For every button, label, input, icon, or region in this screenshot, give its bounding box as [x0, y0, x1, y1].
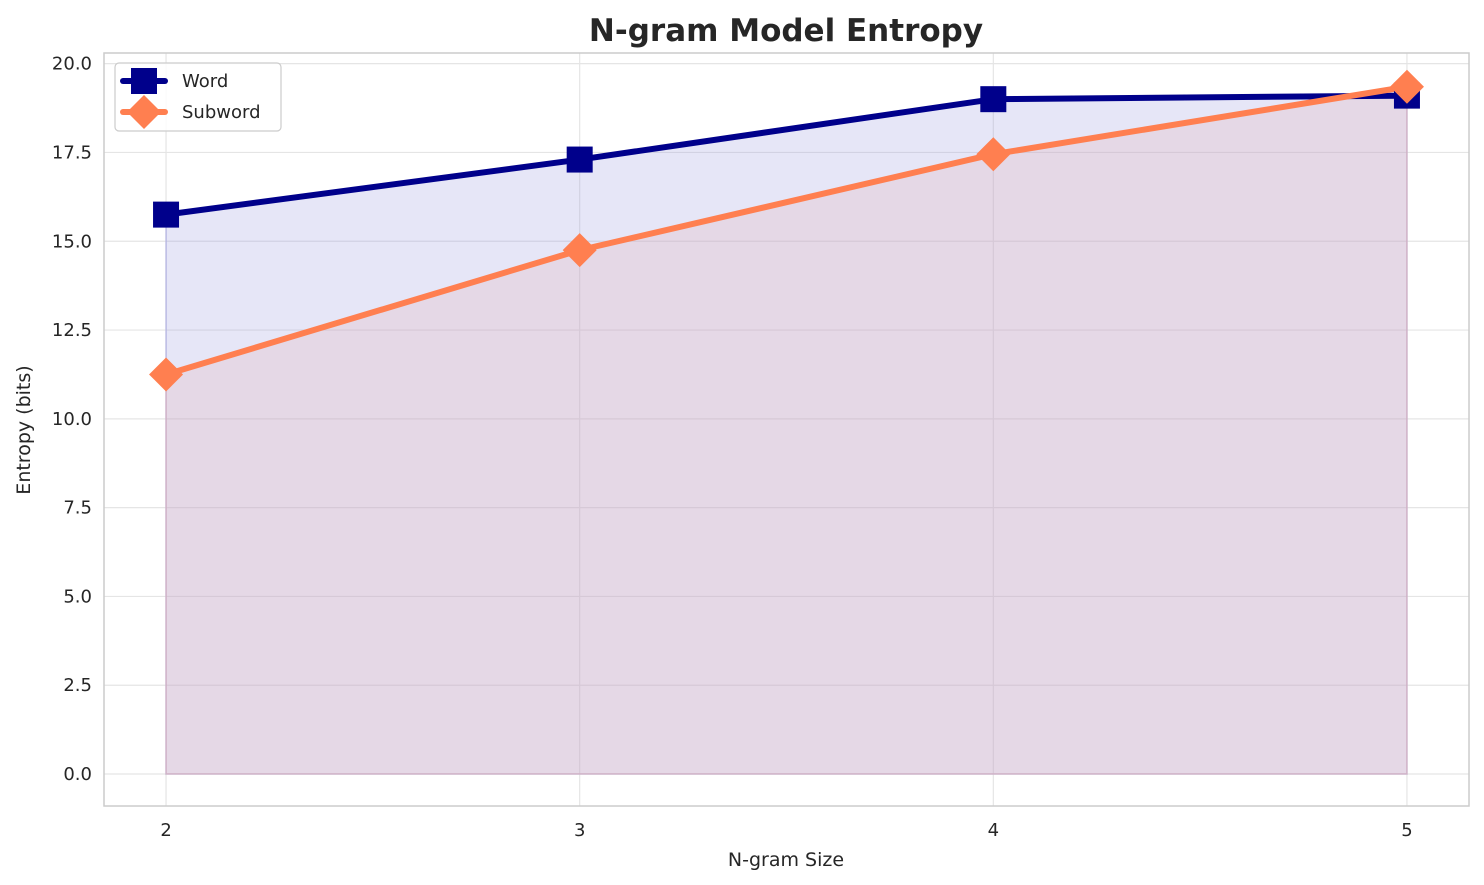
- x-tick-label: 5: [1401, 820, 1412, 841]
- y-tick-label: 12.5: [52, 320, 92, 341]
- x-tick-label: 2: [160, 820, 171, 841]
- y-tick-label: 10.0: [52, 409, 92, 430]
- y-axis-label: Entropy (bits): [13, 365, 35, 494]
- data-point-subword: [562, 233, 597, 268]
- y-tick-label: 7.5: [63, 498, 92, 519]
- y-tick-labels: 0.0 2.5 5.0 7.5 10.0 12.5 15.0 17.5 20.0: [52, 54, 92, 785]
- legend: Word Subword: [114, 62, 282, 132]
- x-axis-label: N-gram Size: [728, 849, 844, 871]
- legend-marker-subword: [127, 95, 161, 129]
- series-line-subword: [163, 83, 1410, 378]
- series-markers: [149, 69, 1424, 392]
- data-point-word: [980, 86, 1007, 113]
- legend-label-word: Word: [182, 71, 228, 92]
- x-tick-label: 3: [574, 820, 585, 841]
- data-point-subword: [1389, 69, 1424, 104]
- series-line-word: [163, 92, 1410, 218]
- data-point-word: [153, 201, 180, 228]
- y-tick-label: 2.5: [63, 675, 92, 696]
- y-tick-label: 0.0: [63, 764, 92, 785]
- y-tick-label: 20.0: [52, 54, 92, 75]
- data-point-word: [566, 146, 593, 173]
- legend-marker-word: [131, 68, 157, 94]
- legend-label-subword: Subword: [182, 102, 261, 123]
- y-tick-label: 15.0: [52, 231, 92, 252]
- series-lines: [163, 83, 1410, 378]
- plot-frame: [103, 52, 1470, 807]
- data-point-subword: [976, 137, 1011, 172]
- x-tick-labels: 2 3 4 5: [160, 820, 1412, 841]
- chart-title: N-gram Model Entropy: [589, 13, 983, 49]
- series-fills: [165, 85, 1408, 775]
- y-tick-label: 17.5: [52, 142, 92, 163]
- y-tick-label: 5.0: [63, 586, 92, 607]
- x-tick-label: 4: [988, 820, 999, 841]
- data-point-subword: [149, 357, 184, 392]
